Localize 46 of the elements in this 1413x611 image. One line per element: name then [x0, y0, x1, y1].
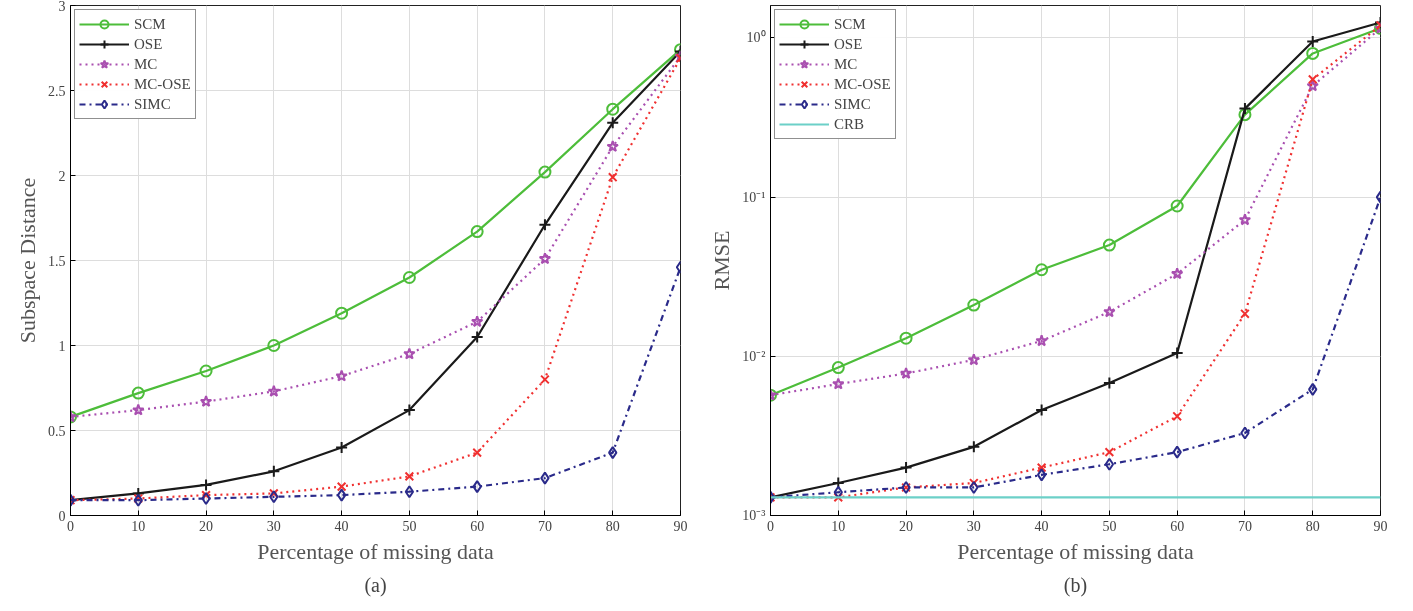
text: (b) [1063, 573, 1088, 597]
x-tick-label: 20 [899, 518, 914, 534]
legend-label: MC [134, 55, 158, 73]
legend-label: MC [834, 55, 858, 73]
x-tick-label: 80 [605, 518, 620, 534]
legend-label: SIMC [834, 95, 871, 113]
x-tick-label: 60 [1170, 518, 1185, 534]
y-tick-label: 10⁻¹ [742, 189, 766, 205]
x-axis-title: Percentage of missing data [257, 538, 494, 564]
y-tick-label: 10⁻³ [742, 508, 766, 523]
x-tick-label: 10 [831, 518, 846, 534]
legend-label: OSE [134, 35, 163, 53]
y-axis-title: RMSE [709, 230, 735, 291]
x-tick-label: 30 [266, 518, 281, 534]
x-tick-label: 70 [537, 518, 552, 534]
text: (a) [364, 573, 387, 597]
x-tick-label: 80 [1305, 518, 1320, 534]
y-axis-title: Subspace Distance [15, 177, 40, 344]
x-tick-label: 60 [470, 518, 485, 534]
legend-label: CRB [834, 115, 865, 133]
x-tick-label: 10 [131, 518, 146, 534]
y-tick-label: 1 [58, 338, 66, 354]
y-tick-label: 2 [58, 168, 66, 184]
legend-label: SCM [134, 15, 166, 33]
y-tick-label: 2.5 [48, 83, 66, 99]
legend-label: OSE [834, 35, 863, 53]
legend-label: MC-OSE [834, 75, 891, 93]
y-tick-label: 10⁰ [746, 30, 766, 46]
x-tick-label: 50 [402, 518, 417, 534]
x-axis-title: Percentage of missing data [957, 538, 1194, 564]
y-tick-label: 0.5 [48, 423, 66, 439]
legend-label: MC-OSE [134, 75, 191, 93]
y-tick-label: 1.5 [48, 253, 66, 269]
x-tick-label: 40 [1034, 518, 1049, 534]
x-tick-label: 90 [673, 518, 688, 534]
y-tick-label: 10⁻² [742, 348, 766, 364]
x-tick-label: 70 [1237, 518, 1252, 534]
legend-label: SIMC [134, 95, 171, 113]
x-tick-label: 40 [334, 518, 349, 534]
x-tick-label: 50 [1102, 518, 1117, 534]
x-tick-label: 20 [199, 518, 214, 534]
y-tick-label: 3 [58, 0, 66, 14]
x-tick-label: 90 [1373, 518, 1388, 534]
legend-label: SCM [834, 15, 866, 33]
y-tick-label: 0 [58, 508, 66, 524]
x-tick-label: 30 [966, 518, 981, 534]
